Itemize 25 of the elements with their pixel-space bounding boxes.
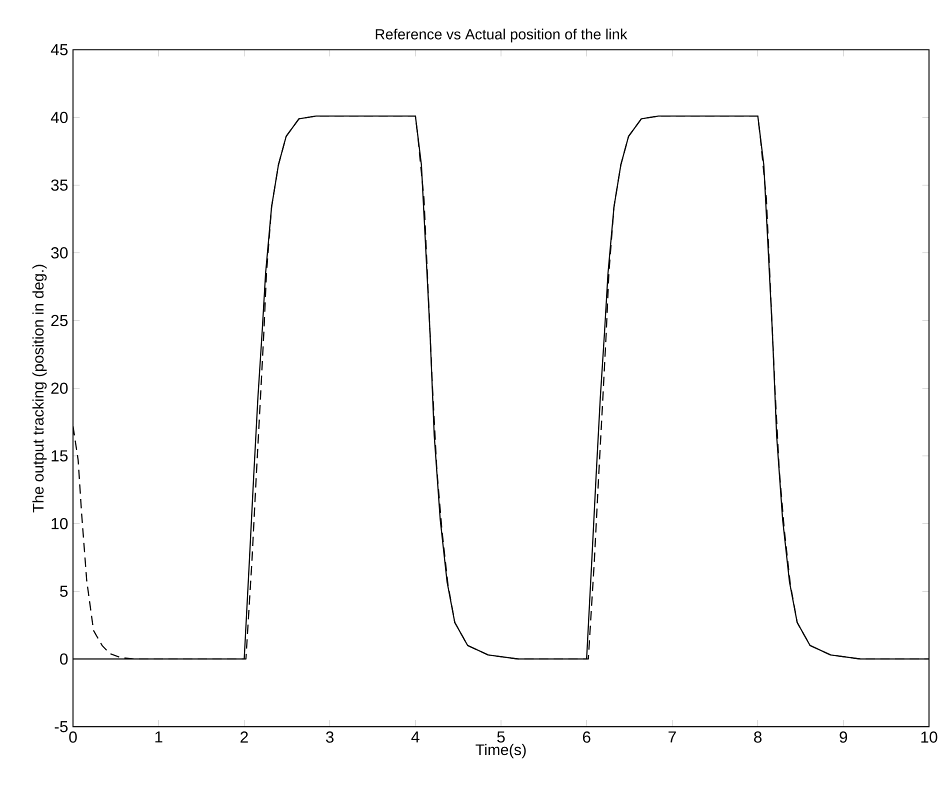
x-tick-label: 10 [921,731,938,743]
x-tick-label: 0 [69,731,77,743]
y-tick-label: 40 [50,112,68,124]
x-axis-title: Time(s) [476,744,526,758]
chart-title: Reference vs Actual position of the link [376,28,628,42]
x-tick-label: 4 [411,731,420,742]
y-tick-label: 10 [52,518,68,530]
y-tick-label: 15 [52,450,68,462]
x-tick-label: 5 [497,731,505,743]
y-tick-label: 20 [51,382,68,394]
x-tick-label: 2 [240,731,248,743]
y-tick-label: 45 [50,44,68,56]
x-tick-label: 8 [754,731,762,743]
y-tick-label: 25 [51,314,68,326]
x-tick-label: 9 [840,731,848,743]
y-tick-label: -5 [54,721,68,732]
x-tick-label: 1 [155,731,162,742]
y-tick-label: 5 [60,586,68,597]
x-tick-label: 7 [668,731,676,742]
x-tick-label: 3 [326,731,334,743]
y-tick-label: 30 [51,247,68,258]
y-axis-title: The output tracking (position in deg.) [32,264,47,512]
x-tick-label: 6 [582,731,590,743]
y-tick-label: 35 [51,179,68,191]
y-tick-label: 0 [60,653,68,665]
